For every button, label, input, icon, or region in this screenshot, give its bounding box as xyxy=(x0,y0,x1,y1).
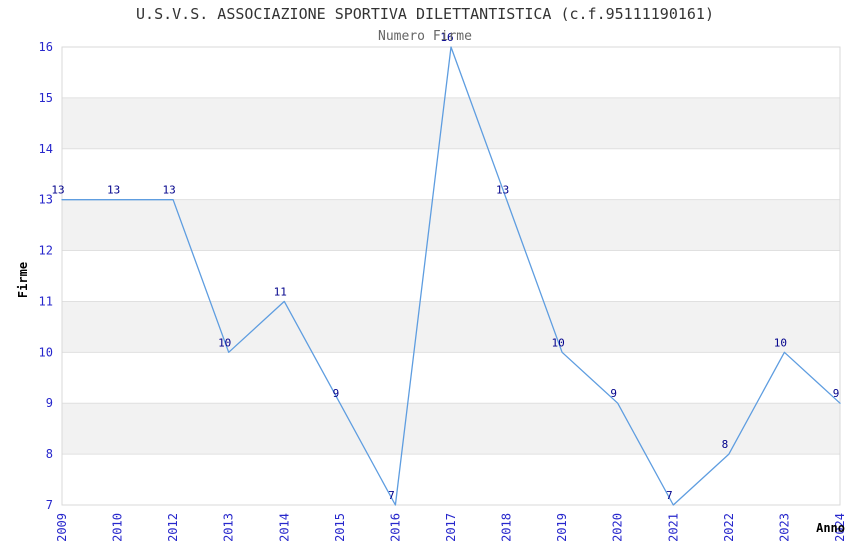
data-label: 7 xyxy=(666,489,673,502)
data-point-labels: 13 13 13 10 11 9 7 16 13 10 9 7 8 10 9 xyxy=(51,31,839,502)
plot-band xyxy=(62,199,840,251)
x-tick-label: 2018 xyxy=(500,513,514,542)
x-tick-label: 2020 xyxy=(611,513,625,542)
chart-gridlines xyxy=(62,97,840,455)
x-tick-label: 2017 xyxy=(444,513,458,542)
chart-bands xyxy=(62,97,840,455)
y-axis-tick-labels: 7 8 9 10 11 12 13 14 15 16 xyxy=(39,40,53,512)
y-tick-label: 16 xyxy=(39,40,53,54)
data-label: 13 xyxy=(162,184,175,197)
x-axis-tick-labels: 2009 2010 2012 2013 2014 2015 2016 2017 2018 2019… xyxy=(55,513,847,542)
y-tick-label: 12 xyxy=(39,244,53,258)
x-tick-label: 2009 xyxy=(55,513,69,542)
y-tick-label: 14 xyxy=(39,142,53,156)
x-tick-label: 2021 xyxy=(666,513,680,542)
plot-band xyxy=(62,97,840,149)
data-label: 11 xyxy=(274,285,287,298)
y-tick-label: 7 xyxy=(46,498,53,512)
chart-title: U.S.V.S. ASSOCIAZIONE SPORTIVA DILETTANT… xyxy=(136,5,714,23)
x-tick-label: 2010 xyxy=(111,513,125,542)
x-tick-label: 2015 xyxy=(333,513,347,542)
x-axis-title: Anno xyxy=(816,521,845,535)
data-label: 7 xyxy=(388,489,395,502)
data-label: 10 xyxy=(551,336,564,349)
x-tick-label: 2022 xyxy=(722,513,736,542)
data-label: 9 xyxy=(610,387,617,400)
x-tick-label: 2024 xyxy=(833,513,847,542)
x-tick-label: 2013 xyxy=(222,513,236,542)
y-axis-title: Firme xyxy=(16,262,30,298)
x-tick-label: 2012 xyxy=(166,513,180,542)
y-tick-label: 13 xyxy=(39,193,53,207)
y-tick-label: 10 xyxy=(39,345,53,359)
data-label: 13 xyxy=(107,184,120,197)
x-tick-label: 2023 xyxy=(777,513,791,542)
data-label: 13 xyxy=(496,184,509,197)
y-tick-label: 8 xyxy=(46,447,53,461)
x-tick-label: 2019 xyxy=(555,513,569,542)
data-label: 9 xyxy=(333,387,340,400)
data-line xyxy=(61,46,841,506)
data-label: 10 xyxy=(218,336,231,349)
plot-band xyxy=(62,403,840,455)
data-label: 10 xyxy=(774,336,787,349)
data-label: 8 xyxy=(722,438,729,451)
x-tick-label: 2014 xyxy=(277,513,291,542)
chart-subtitle: Numero Firme xyxy=(378,29,472,44)
y-tick-label: 9 xyxy=(46,396,53,410)
data-label: 9 xyxy=(833,387,840,400)
x-tick-label: 2016 xyxy=(388,513,402,542)
data-label: 16 xyxy=(440,31,453,44)
y-tick-label: 11 xyxy=(39,294,53,308)
y-tick-label: 15 xyxy=(39,91,53,105)
plot-band xyxy=(62,301,840,353)
data-label: 13 xyxy=(51,184,64,197)
